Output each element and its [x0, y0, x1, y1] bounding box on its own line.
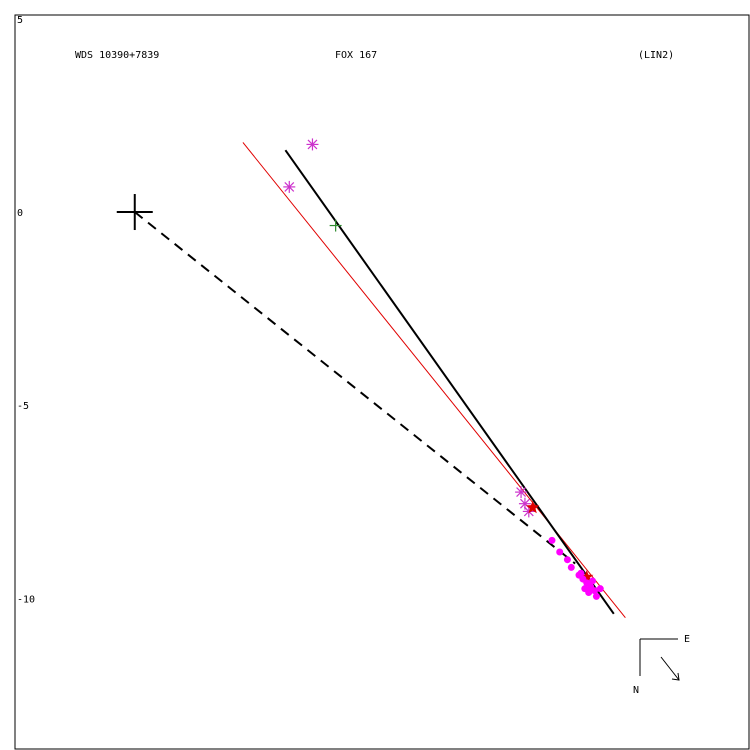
header-left-label: WDS 10390+7839 [75, 50, 159, 61]
header-right-label: (LIN2) [638, 50, 674, 61]
asterisk-stroke [284, 181, 295, 192]
data-point-dot [577, 569, 585, 577]
y-tick-label: -5 [17, 401, 29, 412]
data-point-plus [329, 219, 342, 232]
data-point-asterisk [306, 138, 319, 151]
compass-north-label: N [633, 685, 639, 696]
fit-line [242, 142, 626, 618]
orbit-line [284, 149, 615, 615]
asterisk-stroke [307, 139, 318, 150]
data-point-dot [563, 556, 571, 564]
data-point-star [526, 500, 540, 514]
data-point-dot [548, 536, 556, 544]
data-point-asterisk [283, 180, 296, 193]
compass-east-label: E [684, 634, 690, 645]
asterisk-stroke [516, 487, 526, 498]
chart-lines [134, 142, 626, 618]
compass-arrow-head [671, 672, 680, 681]
data-point-star [580, 570, 594, 583]
data-point-dot [596, 585, 604, 593]
chart-markers [116, 138, 604, 600]
data-point-dot [592, 592, 600, 600]
data-point-dot [567, 563, 575, 571]
data-point-dot [581, 585, 589, 593]
y-tick-label: -10 [17, 594, 35, 605]
y-axis-ticks: 5 0 -5 -10 [17, 15, 35, 605]
asterisk-stroke [520, 498, 530, 509]
plot-border [14, 14, 750, 750]
header-center-label: FOX 167 [335, 50, 377, 61]
data-point-dot [556, 548, 564, 556]
data-point-dot [589, 577, 597, 585]
compass-motion-arrow [660, 656, 680, 681]
y-tick-label: 5 [17, 15, 23, 26]
data-point-asterisk [515, 486, 528, 499]
node-line [134, 211, 576, 565]
y-tick-label: 0 [17, 208, 23, 219]
compass-rose: E N [633, 634, 690, 696]
data-point-dot [590, 587, 598, 595]
